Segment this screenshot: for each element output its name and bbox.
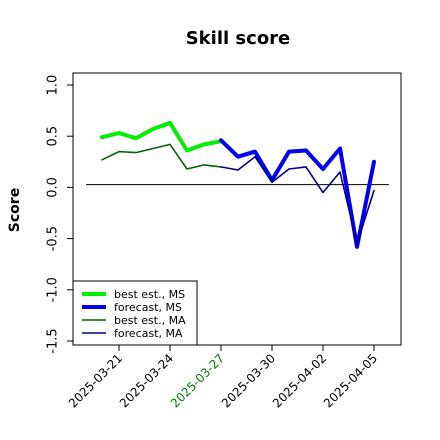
series-line-1 [100, 120, 223, 153]
chart-title: Skill score [186, 28, 291, 49]
y-tick-label: -1.5 [46, 328, 61, 353]
legend-entry: best est., MA [114, 314, 186, 327]
legend-entry: forecast, MS [114, 301, 182, 314]
y-tick-label: 1.0 [46, 75, 61, 96]
y-tick-label: 0.5 [46, 126, 61, 147]
y-axis: -1.5 -1.0 -0.5 0.0 0.5 1.0 [46, 75, 74, 354]
series-line-3 [101, 143, 222, 170]
x-tick-label: 2025-03-24 [117, 351, 176, 410]
x-tick-label: 2025-03-30 [219, 351, 278, 410]
legend-entry: forecast, MA [114, 327, 183, 340]
y-axis-label: Score [7, 188, 23, 232]
x-axis: 2025-03-212025-03-242025-03-272025-03-30… [66, 345, 380, 410]
legend-box [72, 280, 198, 346]
legend-entry: best est., MS [114, 288, 185, 301]
x-tick-label: 2025-03-27 [168, 351, 227, 410]
y-tick-label: -0.5 [46, 226, 61, 251]
y-tick-label: 0.0 [46, 177, 61, 198]
series-line-2 [219, 138, 376, 249]
x-tick-label: 2025-04-05 [321, 351, 380, 410]
x-tick-label: 2025-03-21 [66, 351, 125, 410]
series-line-4 [220, 155, 375, 245]
x-tick-label: 2025-04-02 [270, 351, 329, 410]
series-layer [100, 120, 376, 249]
y-tick-label: -1.0 [46, 277, 61, 302]
